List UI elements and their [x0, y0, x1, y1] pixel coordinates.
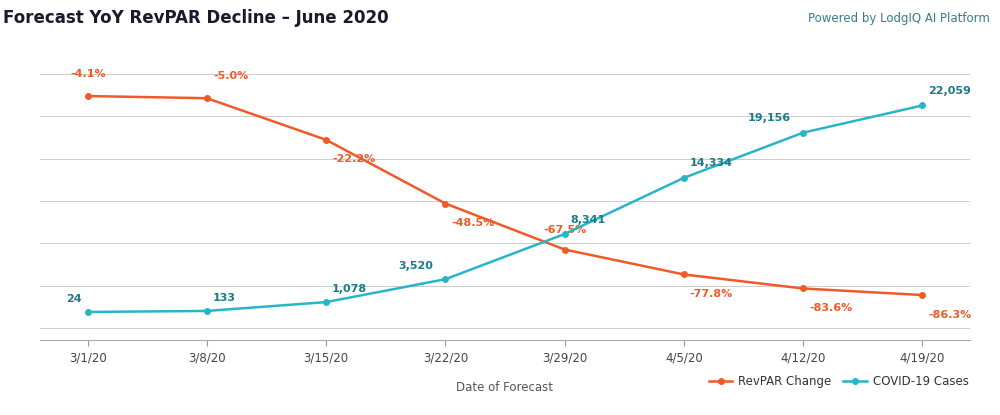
Text: Date of Forecast: Date of Forecast [456, 381, 554, 394]
Text: 3,520: 3,520 [399, 261, 433, 271]
Text: -83.6%: -83.6% [809, 303, 852, 313]
Text: -4.1%: -4.1% [70, 69, 106, 79]
Text: 133: 133 [213, 293, 236, 303]
Text: 14,334: 14,334 [690, 159, 733, 168]
Text: 1,078: 1,078 [332, 283, 367, 294]
Text: 19,156: 19,156 [748, 113, 791, 123]
Text: Forecast YoY RevPAR Decline – June 2020: Forecast YoY RevPAR Decline – June 2020 [3, 9, 388, 27]
Legend: RevPAR Change, COVID-19 Cases: RevPAR Change, COVID-19 Cases [704, 370, 973, 393]
Text: 24: 24 [66, 293, 82, 303]
Text: -86.3%: -86.3% [928, 310, 972, 320]
Text: 8,341: 8,341 [571, 215, 606, 225]
Text: -5.0%: -5.0% [213, 71, 248, 81]
Text: Powered by LodgIQ AI Platform: Powered by LodgIQ AI Platform [808, 12, 990, 25]
Text: -48.5%: -48.5% [451, 218, 495, 228]
Text: -67.5%: -67.5% [543, 225, 586, 235]
Text: -77.8%: -77.8% [690, 289, 733, 299]
Text: 22,059: 22,059 [928, 86, 971, 96]
Text: -22.2%: -22.2% [332, 154, 375, 164]
